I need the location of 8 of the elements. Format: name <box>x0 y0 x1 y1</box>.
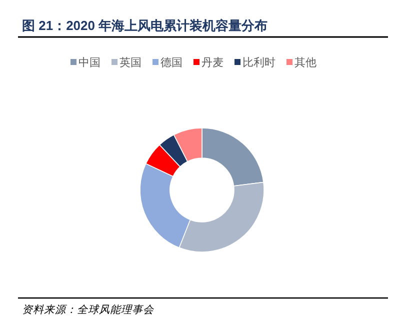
chart-title: 图 21：2020 年海上风电累计装机容量分布 <box>22 18 268 33</box>
legend-label: 英国 <box>120 56 142 69</box>
legend-label: 丹麦 <box>202 56 224 69</box>
legend-label: 德国 <box>160 57 182 69</box>
legend-label: 其他 <box>294 56 316 69</box>
legend-label: 比利时 <box>242 56 276 69</box>
text: 资料来源：全球风能理事会 <box>22 304 155 316</box>
legend-label: 中国 <box>78 56 100 69</box>
